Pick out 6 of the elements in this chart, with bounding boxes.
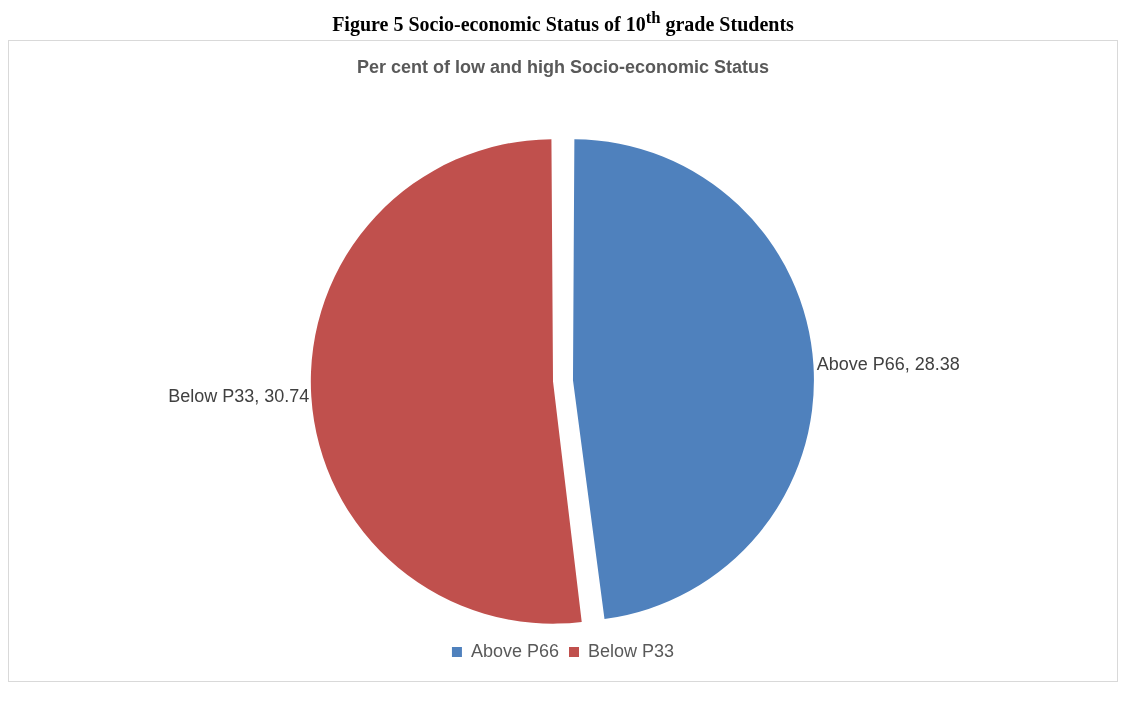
legend-label: Above P66 xyxy=(470,640,560,661)
data-label: Below P33, 30.74 xyxy=(168,385,310,406)
legend-label: Below P33 xyxy=(588,640,675,661)
data-label: Above P66, 28.38 xyxy=(816,353,960,374)
chart-title: Figure 5 Socio-economic Status of 10$^{th}$ grade Students xyxy=(331,8,795,36)
chart-subtitle: Per cent of low and high Socio-economic Status xyxy=(356,56,770,77)
